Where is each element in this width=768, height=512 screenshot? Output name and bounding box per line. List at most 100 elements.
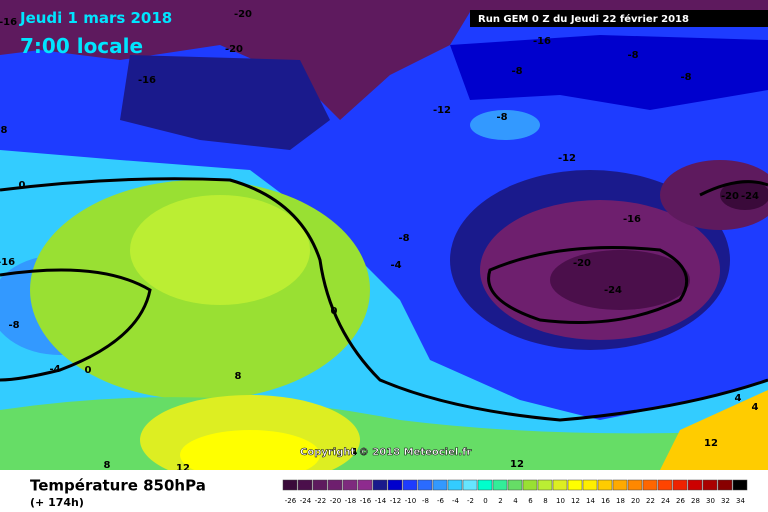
legend-swatch [717, 479, 733, 491]
legend-label: 4 [513, 497, 518, 505]
legend-label: -6 [437, 497, 445, 505]
legend-label: 2 [498, 497, 502, 505]
footer-lead: (+ 174h) [30, 496, 84, 509]
contour-label: -8 [496, 112, 507, 123]
legend-swatch [582, 479, 598, 491]
legend-label: 8 [543, 497, 547, 505]
contour-label: 0 [19, 180, 26, 191]
legend-label: 34 [736, 497, 745, 505]
legend-label: 6 [528, 497, 533, 505]
contour-label: -20 [721, 191, 739, 202]
contours [0, 177, 768, 422]
legend-swatch [462, 479, 478, 491]
legend-label: 24 [661, 497, 670, 505]
run-label: Run GEM 0 Z du Jeudi 22 février 2018 [478, 13, 689, 25]
footer-title: Température 850hPa [30, 477, 206, 495]
legend-label: -2 [467, 497, 474, 505]
legend-label: -18 [345, 497, 356, 505]
legend-label: 30 [706, 497, 715, 505]
legend-swatch [552, 479, 568, 491]
contour-labels: -16 -20 -20 -16 -16 -8 -8 -8 -12 -8 -12 … [0, 9, 759, 474]
legend-swatch [282, 479, 298, 491]
contour-label: 12 [176, 463, 190, 474]
color-legend: -26 -24 -22 -20 -18 -16 -14 -12 -10 -8 -6 -4 -2 0 2 4 6 8… [282, 479, 748, 505]
contour-label: -16 [533, 36, 551, 47]
legend-label: 26 [676, 497, 685, 505]
map-background [0, 0, 768, 485]
legend-swatch [447, 479, 463, 491]
contour-label: -16 [0, 257, 15, 268]
contour-label: 12 [704, 438, 718, 449]
legend-label: 14 [586, 497, 595, 505]
time-label: 7:00 locale [20, 34, 143, 58]
contour-label: -16 [0, 17, 17, 28]
contour-label: 0 [85, 365, 92, 376]
contour-label: -4 [390, 260, 401, 271]
legend-swatch [477, 479, 493, 491]
contour-label: 12 [510, 459, 524, 470]
legend-swatch [342, 479, 358, 491]
legend-label: 18 [616, 497, 625, 505]
legend-label: -12 [390, 497, 401, 505]
legend-label: 0 [483, 497, 487, 505]
contour-label: 4 [752, 402, 759, 413]
legend-swatch [732, 479, 748, 491]
legend-swatch [657, 479, 673, 491]
run-box [470, 10, 768, 27]
legend-swatch [432, 479, 448, 491]
legend-label: 28 [691, 497, 700, 505]
copyright: Copyright © 2018 Meteociel.fr [300, 447, 471, 458]
contour-label: 8 [1, 125, 8, 136]
contour-label: -8 [8, 320, 19, 331]
legend-swatch [687, 479, 703, 491]
legend-swatch [672, 479, 688, 491]
legend-label: -4 [452, 497, 460, 505]
contour-label: -12 [558, 153, 576, 164]
legend-label: -16 [360, 497, 372, 505]
legend-swatch [327, 479, 343, 491]
legend-swatch [297, 479, 313, 491]
legend-label: -14 [375, 497, 387, 505]
legend-swatch [492, 479, 508, 491]
contour-label: 0 [331, 306, 338, 317]
contour-label: -20 [573, 258, 591, 269]
contour-label: 8 [104, 460, 111, 471]
contour-label: 4 [735, 393, 742, 404]
legend-swatch [372, 479, 388, 491]
footer-bg [0, 470, 768, 512]
legend-label: -20 [330, 497, 341, 505]
contour-label: 4 [351, 447, 358, 458]
contour-label: -4 [49, 364, 60, 375]
contour-label: -8 [398, 233, 409, 244]
legend-label: -26 [285, 497, 297, 505]
contour-label: -20 [234, 9, 252, 20]
legend-label: 10 [556, 497, 565, 505]
legend-swatch [312, 479, 328, 491]
legend-swatch [567, 479, 583, 491]
legend-label: 22 [646, 497, 655, 505]
legend-label: -8 [422, 497, 429, 505]
legend-swatch [417, 479, 433, 491]
legend-swatch [642, 479, 658, 491]
contour-label: 8 [235, 371, 242, 382]
legend-swatch [522, 479, 538, 491]
contour-label: -8 [511, 66, 522, 77]
contour-label: -16 [138, 75, 156, 86]
legend-swatch [702, 479, 718, 491]
legend-swatch [597, 479, 613, 491]
legend-swatch [627, 479, 643, 491]
legend-label: 12 [571, 497, 580, 505]
contour-label: -20 [225, 44, 243, 55]
legend-label: -24 [300, 497, 312, 505]
contour-label: -16 [623, 214, 641, 225]
legend-label: 16 [601, 497, 610, 505]
contour-label: -24 [604, 285, 622, 296]
contour-label: -8 [627, 50, 638, 61]
legend-swatch [612, 479, 628, 491]
legend-swatch [507, 479, 523, 491]
contour-label: -8 [680, 72, 691, 83]
legend-label: -22 [315, 497, 326, 505]
legend-swatch [537, 479, 553, 491]
date-label: Jeudi 1 mars 2018 [19, 9, 172, 27]
